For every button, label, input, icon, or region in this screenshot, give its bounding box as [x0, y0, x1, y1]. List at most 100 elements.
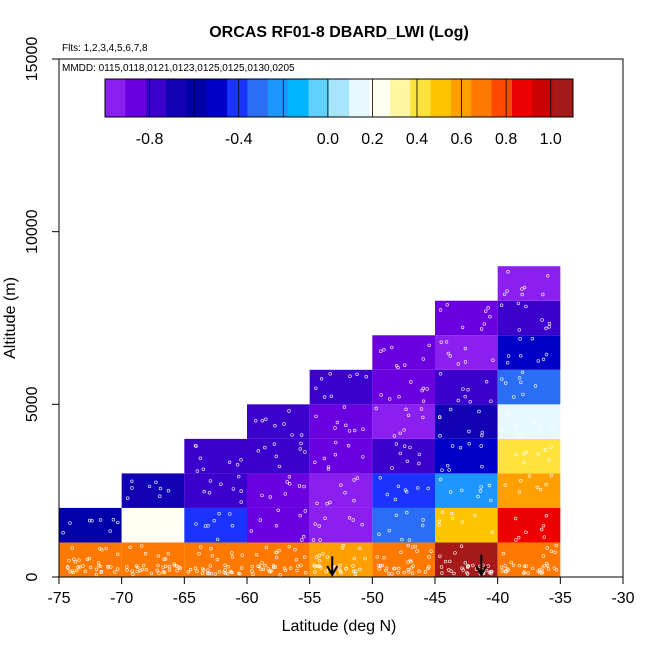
sample-point	[429, 549, 433, 553]
sample-point	[520, 370, 525, 374]
sample-point	[166, 489, 171, 493]
sample-point	[175, 564, 179, 568]
sample-point	[549, 473, 554, 478]
sample-point	[161, 570, 165, 574]
sample-point	[536, 359, 540, 363]
sample-point	[405, 490, 409, 494]
sample-point	[175, 568, 179, 573]
chart-title: ORCAS RF01-8 DBARD_LWI (Log)	[209, 24, 469, 41]
heatmap-cell	[435, 369, 498, 405]
sample-point	[173, 563, 177, 568]
sample-point	[438, 308, 443, 312]
x-tick-label: -35	[549, 590, 572, 607]
sample-point	[275, 550, 279, 555]
sample-point	[339, 483, 343, 487]
heatmap-cell	[247, 507, 310, 543]
sample-point	[230, 555, 235, 559]
colorbar-tick-label: 0.6	[450, 131, 472, 148]
sample-point	[128, 545, 132, 549]
sample-point	[438, 554, 442, 558]
heatmap-cell	[247, 404, 310, 439]
colorbar-tick-label: -0.4	[225, 131, 253, 148]
sample-point	[73, 559, 77, 564]
heatmap-cell	[59, 507, 122, 543]
sample-point	[206, 568, 210, 572]
sample-point	[131, 572, 135, 576]
sample-point	[344, 423, 348, 427]
heatmap-cell	[372, 473, 435, 508]
sample-point	[106, 564, 110, 569]
sample-point	[547, 325, 551, 329]
sample-point	[158, 494, 162, 498]
sample-point	[477, 409, 481, 414]
sample-point	[390, 345, 394, 350]
sample-point	[439, 340, 443, 344]
sample-point	[511, 563, 516, 567]
sample-point	[405, 510, 409, 515]
sample-point	[426, 486, 430, 491]
sample-point	[68, 521, 72, 525]
sample-point	[261, 567, 265, 572]
sample-point	[489, 399, 493, 403]
sample-point	[288, 482, 292, 486]
sample-point	[256, 449, 260, 453]
sample-point	[518, 337, 522, 341]
sample-point	[125, 568, 129, 572]
sample-point	[319, 566, 323, 570]
colorbar-swatch	[145, 79, 167, 117]
sample-point	[342, 405, 347, 409]
sample-point	[264, 545, 269, 550]
sample-point	[78, 565, 82, 569]
sample-point	[482, 322, 486, 326]
sample-point	[285, 480, 289, 484]
sample-point	[378, 476, 382, 480]
sample-point	[406, 543, 410, 548]
heatmap-cell	[435, 473, 498, 508]
sample-point	[390, 466, 394, 470]
heatmap-cell	[309, 473, 373, 508]
sample-point	[136, 533, 140, 538]
sample-point	[271, 564, 276, 568]
heatmap-cell	[372, 542, 435, 577]
sample-point	[514, 538, 518, 542]
plot-frame	[58, 58, 624, 578]
sample-point	[198, 545, 203, 549]
sample-point	[547, 321, 552, 326]
sample-point	[533, 420, 537, 425]
sample-point	[513, 423, 517, 428]
y-tick-label: 0	[24, 572, 41, 581]
sample-point	[162, 557, 166, 561]
sample-point	[480, 433, 484, 438]
sample-point	[550, 426, 554, 431]
sample-point	[227, 460, 232, 464]
sample-point	[334, 440, 338, 445]
heatmap-cell	[309, 438, 373, 474]
sample-point	[326, 465, 331, 469]
sample-point	[250, 564, 254, 569]
sample-point	[403, 363, 407, 367]
sample-point	[325, 502, 329, 506]
sample-point	[486, 306, 490, 310]
sample-point	[217, 569, 222, 574]
sample-point	[427, 555, 431, 559]
sample-point	[538, 487, 543, 492]
sample-point	[237, 474, 241, 479]
sample-point	[202, 568, 206, 572]
sample-point	[297, 484, 302, 488]
sample-point	[254, 419, 258, 423]
sample-point	[290, 433, 294, 437]
sample-point	[503, 564, 507, 568]
sample-point	[172, 562, 177, 566]
sample-point	[417, 569, 421, 573]
sample-point	[358, 546, 362, 550]
heatmap-cell	[184, 473, 247, 508]
sample-point	[417, 461, 421, 466]
sample-point	[209, 546, 213, 551]
sample-point	[394, 513, 399, 517]
sample-point	[364, 375, 368, 379]
sample-point	[419, 407, 424, 411]
sample-point	[235, 463, 240, 467]
sample-point	[258, 518, 262, 522]
sample-point	[397, 566, 401, 571]
sample-point	[108, 529, 112, 533]
